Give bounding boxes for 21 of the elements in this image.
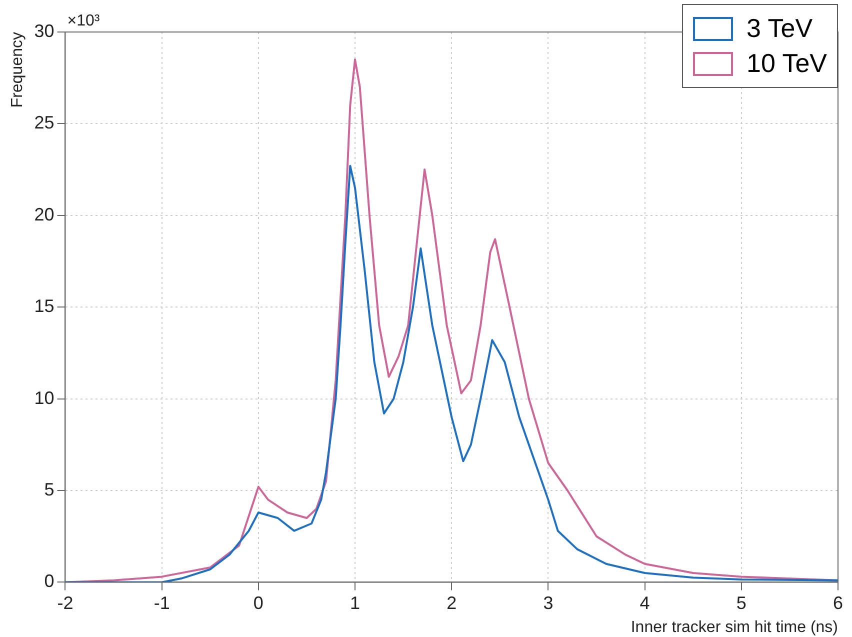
y-tick-label: 20 bbox=[34, 204, 54, 224]
x-tick-label: 6 bbox=[832, 592, 844, 613]
y-tick-label: 5 bbox=[44, 479, 54, 500]
y-tick-label: 15 bbox=[34, 296, 54, 316]
y-tick-label: 10 bbox=[34, 388, 54, 408]
y-tick-label: 0 bbox=[44, 571, 54, 592]
x-tick-label: 2 bbox=[446, 592, 457, 613]
x-tick-label: 3 bbox=[543, 592, 554, 613]
x-tick-label: 4 bbox=[640, 592, 650, 613]
x-tick-label: 0 bbox=[253, 592, 264, 613]
x-tick-label: 1 bbox=[350, 592, 360, 613]
x-tick-label: 5 bbox=[736, 592, 746, 613]
x-tick-label: -1 bbox=[154, 592, 170, 613]
legend-label: 3 TeV bbox=[746, 13, 813, 44]
x-tick-label: -2 bbox=[57, 592, 74, 613]
y-axis-title: Frequency bbox=[9, 32, 26, 108]
y-tick-label: 25 bbox=[34, 112, 54, 133]
x-axis-title: Inner tracker sim hit time (ns) bbox=[630, 618, 838, 636]
text: ×10³ bbox=[67, 12, 100, 30]
y-tick-label: 30 bbox=[34, 20, 54, 41]
legend-label: 10 TeV bbox=[746, 48, 827, 79]
